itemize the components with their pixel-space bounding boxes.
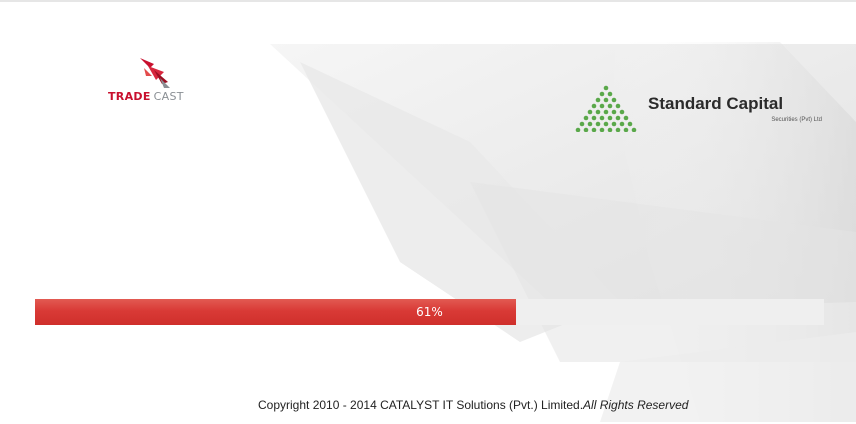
standard-capital-logo: Standard Capital Securities (Pvt) Ltd [566,84,836,136]
tradecast-cast-text: CAST [153,90,184,103]
standard-capital-title: Standard Capital [648,94,784,113]
rights-reserved-text: All Rights Reserved [583,398,689,412]
copyright-footer: Copyright 2010 - 2014 CATALYST IT Soluti… [258,398,688,412]
green-pyramid-icon [575,85,637,132]
tradecast-logo: TRADE CAST [104,54,224,106]
tradecast-trade-text: TRADE [108,90,151,103]
copyright-text: Copyright 2010 - 2014 CATALYST IT Soluti… [258,398,584,412]
progress-fill [35,299,517,325]
top-border [0,0,856,2]
loading-progress-bar: 61% [35,299,824,325]
progress-percent-label: 61% [416,305,443,319]
tradecast-logo-icon [140,58,170,88]
standard-capital-subtitle: Securities (Pvt) Ltd [771,117,822,123]
